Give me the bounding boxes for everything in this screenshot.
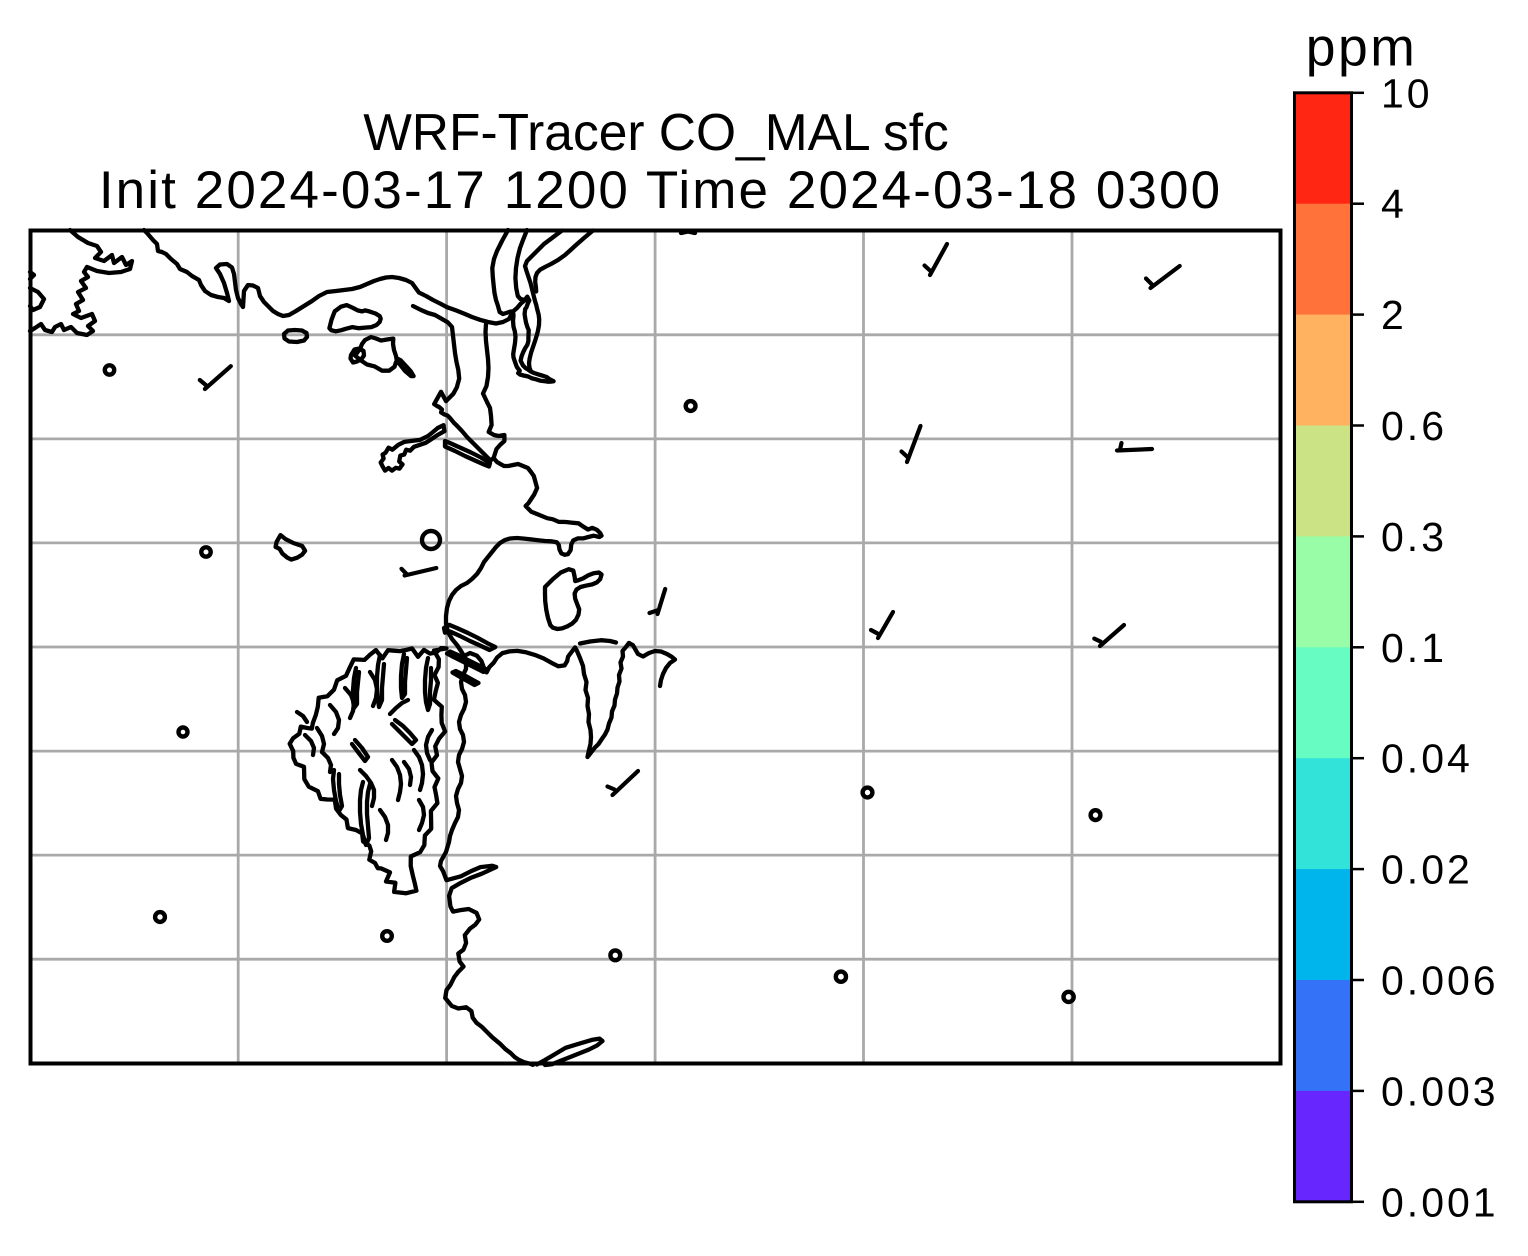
svg-text:2: 2 <box>1381 292 1407 338</box>
svg-text:WRF-Tracer CO_MAL sfc: WRF-Tracer CO_MAL sfc <box>363 103 949 161</box>
svg-text:0.006: 0.006 <box>1381 958 1499 1004</box>
svg-text:Init 2024-03-17 1200 Time 2024: Init 2024-03-17 1200 Time 2024-03-18 030… <box>99 161 1222 220</box>
svg-text:0.04: 0.04 <box>1381 736 1473 782</box>
svg-text:0.02: 0.02 <box>1381 847 1473 893</box>
svg-text:10: 10 <box>1381 70 1433 116</box>
svg-text:0.3: 0.3 <box>1381 514 1447 560</box>
svg-text:ppm: ppm <box>1306 19 1418 78</box>
svg-text:0.003: 0.003 <box>1381 1068 1499 1114</box>
svg-text:0.001: 0.001 <box>1381 1179 1499 1225</box>
svg-text:0.6: 0.6 <box>1381 403 1447 449</box>
svg-text:4: 4 <box>1381 181 1407 227</box>
svg-text:0.1: 0.1 <box>1381 625 1447 671</box>
